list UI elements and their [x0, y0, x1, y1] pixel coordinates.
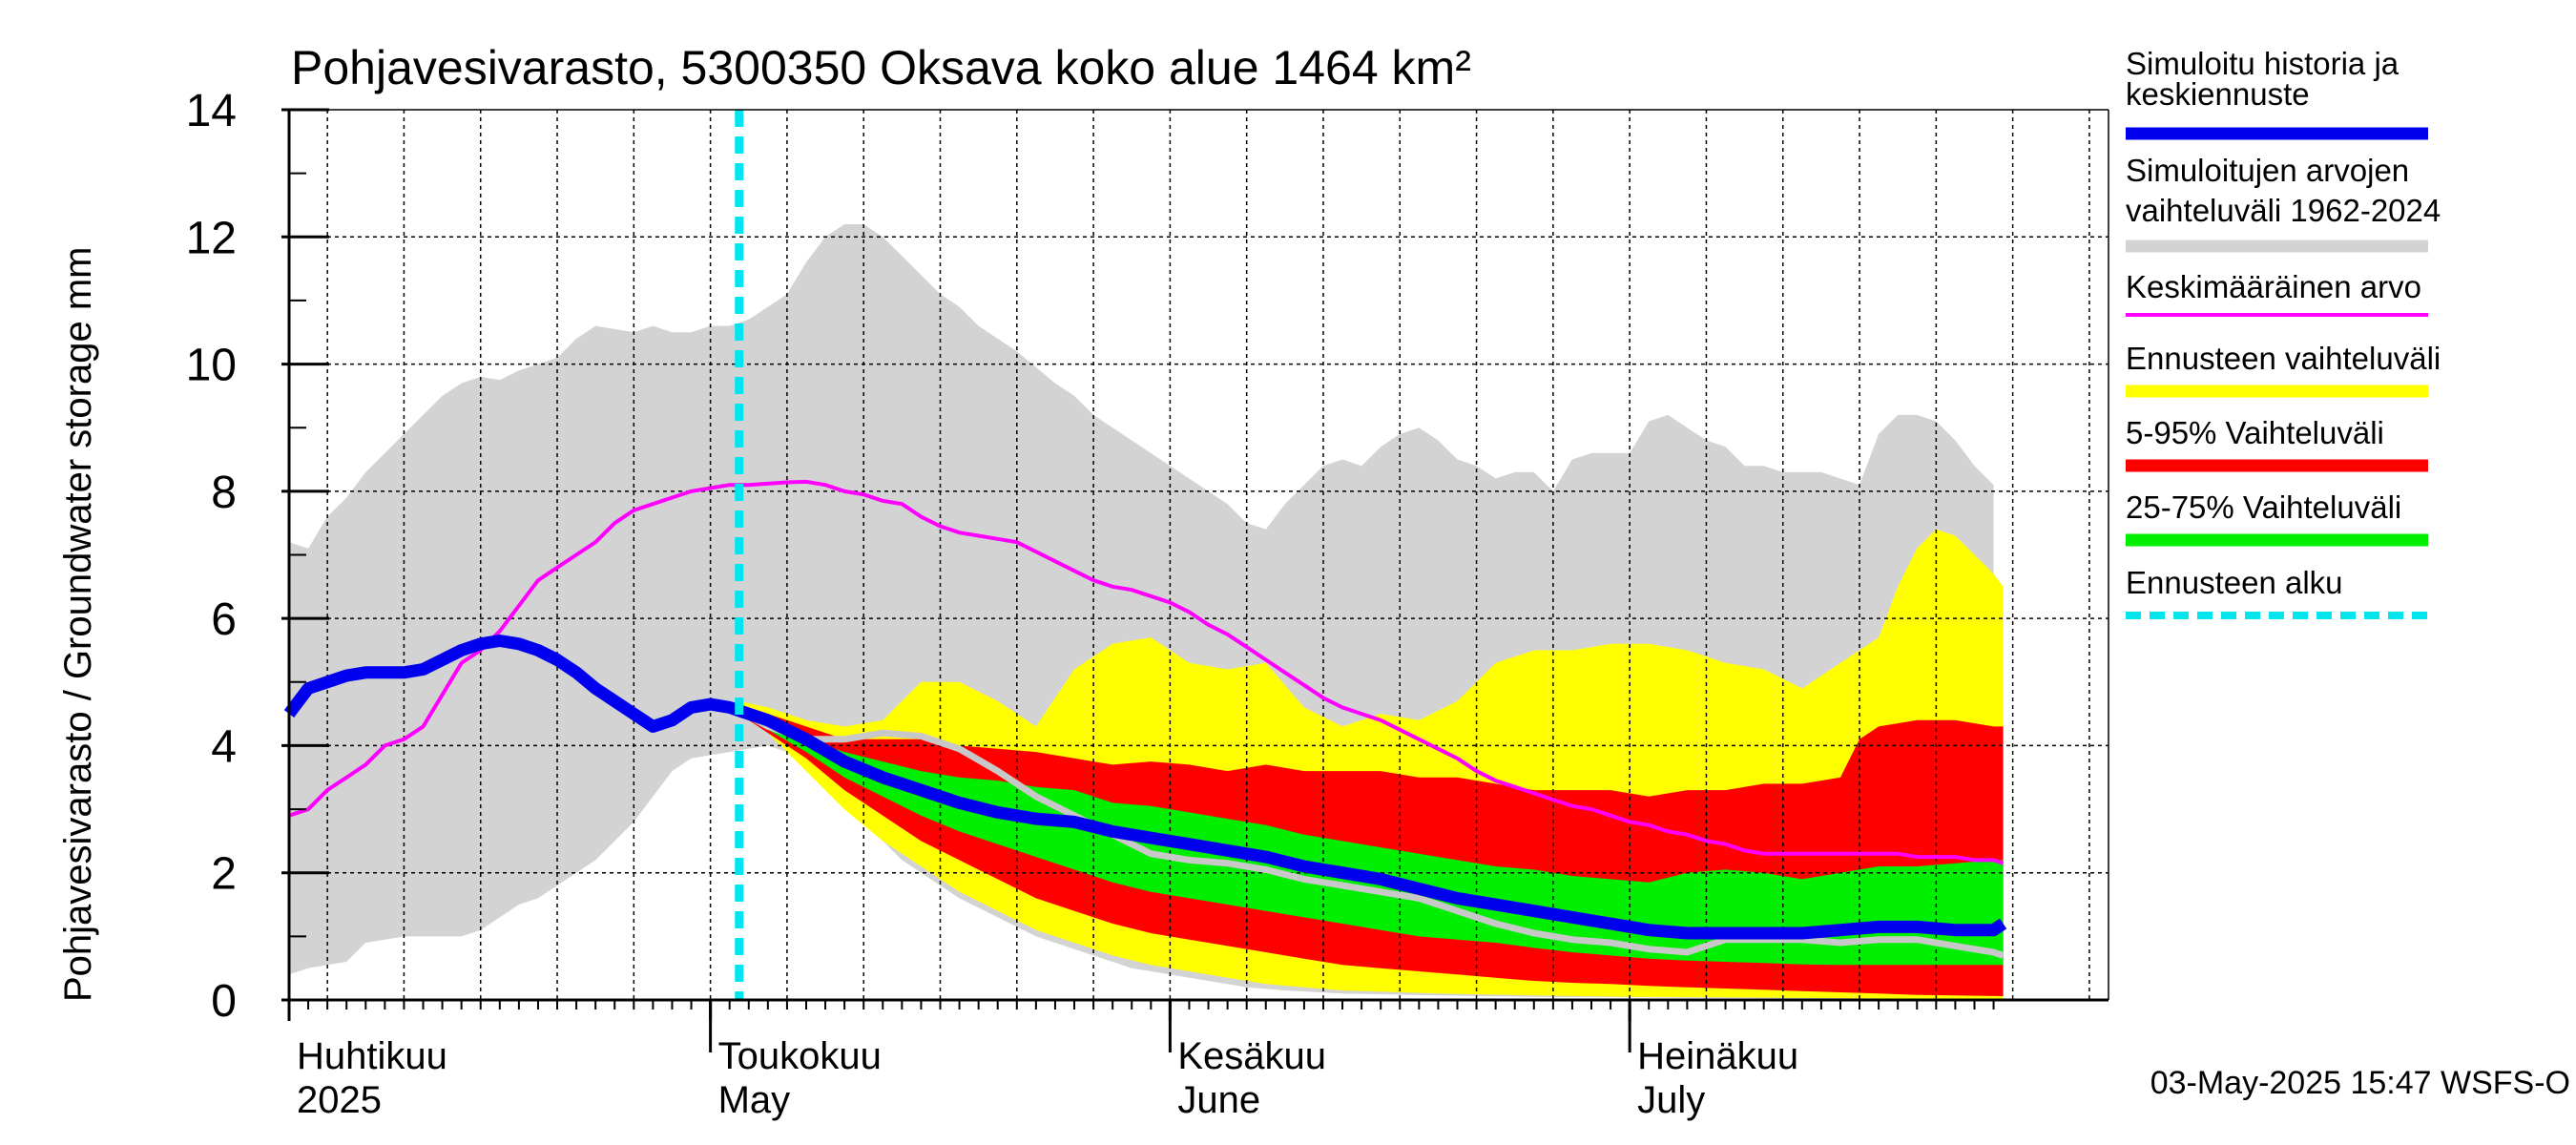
mean-line — [288, 479, 2005, 865]
legend-label: 5-95% Vaihteluväli — [2126, 415, 2384, 450]
legend-label: keskiennuste — [2126, 76, 2310, 112]
y-tick-label: 4 — [211, 721, 237, 772]
legend-label: Simuloitujen arvojen — [2126, 153, 2409, 188]
month-label-en: 2025 — [297, 1079, 382, 1121]
ranges-layer — [289, 224, 2004, 999]
month-label-fi: Huhtikuu — [297, 1035, 447, 1077]
history-median-line — [283, 635, 2007, 940]
y-tick-label: 8 — [211, 468, 237, 518]
y-tick-label: 12 — [186, 213, 237, 263]
grid-layer — [289, 110, 2109, 1000]
month-label-fi: Heinäkuu — [1637, 1035, 1798, 1077]
legend-label: Ennusteen vaihteluväli — [2126, 341, 2441, 376]
legend-label: Keskimääräinen arvo — [2126, 269, 2421, 304]
y-axis-label: Pohjavesivarasto / Groundwater storage m… — [57, 247, 99, 1002]
y-tick-label: 10 — [186, 341, 237, 391]
y-tick-label: 0 — [211, 976, 237, 1027]
y-tick-label: 6 — [211, 594, 237, 645]
p25-75-band — [738, 707, 2004, 966]
month-label-fi: Toukokuu — [718, 1035, 882, 1077]
month-label-en: July — [1637, 1079, 1705, 1121]
legend-label: Simuloitu historia ja — [2126, 46, 2399, 81]
timestamp: 03-May-2025 15:47 WSFS-O — [2150, 1065, 2570, 1101]
legend-label: Ennusteen alku — [2126, 565, 2343, 600]
y-tick-label: 14 — [186, 86, 237, 136]
legend-label: vaihteluväli 1962-2024 — [2126, 193, 2441, 228]
median-forecast-line — [737, 707, 2005, 959]
legend-label: 25-75% Vaihteluväli — [2126, 489, 2401, 525]
month-label-fi: Kesäkuu — [1177, 1035, 1326, 1077]
lines-layer — [283, 110, 2007, 1000]
y-tick-label: 2 — [211, 849, 237, 900]
month-label-en: May — [718, 1079, 791, 1121]
chart-title: Pohjavesivarasto, 5300350 Oksava koko al… — [291, 41, 1471, 94]
month-label-en: June — [1177, 1079, 1260, 1121]
